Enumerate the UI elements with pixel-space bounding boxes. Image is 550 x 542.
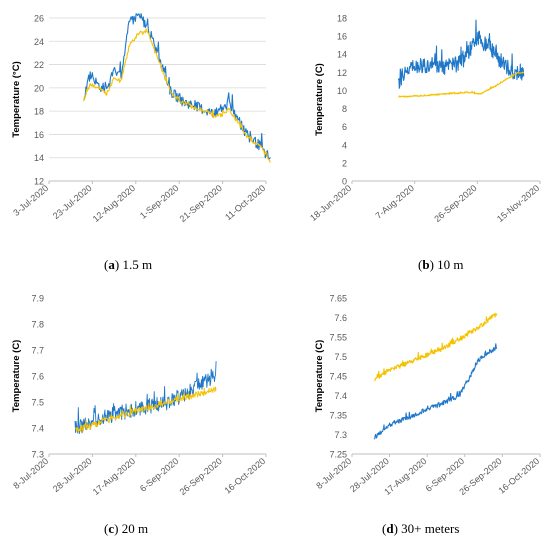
y-tick-label: 7.6 — [334, 313, 347, 323]
series-line-yellow — [374, 312, 498, 382]
y-tick-label: 14 — [34, 153, 44, 163]
y-tick-label: 20 — [34, 83, 44, 93]
x-tick-label: 6-Sep-2020 — [138, 456, 180, 494]
series-line-yellow — [398, 71, 525, 98]
caption-c: (c) 20 m — [104, 521, 149, 536]
series-line-blue — [374, 343, 498, 440]
y-tick-label: 7.9 — [31, 294, 44, 304]
y-tick-label: 18 — [34, 107, 44, 117]
y-tick-label: 7.4 — [334, 391, 347, 401]
y-tick-label: 22 — [34, 60, 44, 70]
x-tick-label: 8-Jul-2020 — [11, 456, 50, 491]
y-tick-label: 0 — [342, 177, 347, 187]
y-tick-label: 24 — [34, 37, 44, 47]
y-tick-label: 16 — [337, 32, 347, 42]
y-tick-label: 6 — [342, 122, 347, 132]
y-tick-label: 12 — [34, 177, 44, 187]
x-tick-label: 16-Oct-2020 — [223, 456, 268, 496]
y-tick-label: 7.4 — [31, 424, 44, 434]
series-line-blue — [83, 13, 271, 160]
y-tick-label: 12 — [337, 68, 347, 78]
x-tick-label: 26-Sep-2020 — [178, 456, 224, 497]
y-tick-label: 7.5 — [334, 352, 347, 362]
y-tick-label: 7.8 — [31, 320, 44, 330]
series-line-yellow — [83, 28, 271, 163]
y-tick-label: 7.45 — [329, 372, 347, 382]
y-tick-label: 26 — [34, 14, 44, 24]
y-tick-label: 7.55 — [329, 333, 347, 343]
y-tick-label: 7.35 — [329, 411, 347, 421]
x-tick-label: 16-Oct-2020 — [497, 456, 542, 496]
y-tick-label: 10 — [337, 86, 347, 96]
y-tick-label: 16 — [34, 130, 44, 140]
y-tick-label: 7.5 — [31, 398, 44, 408]
y-tick-label: 7.7 — [31, 346, 44, 356]
caption-a: (a) 1.5 m — [104, 257, 153, 272]
x-tick-label: 28-Jul-2020 — [51, 456, 94, 494]
x-tick-label: 15-Nov-2020 — [495, 183, 541, 224]
x-tick-label: 17-Aug-2020 — [91, 456, 137, 497]
y-tick-label: 7.25 — [329, 450, 347, 460]
y-tick-label: 4 — [342, 140, 347, 150]
x-tick-label: 21-Sep-2020 — [178, 183, 224, 224]
y-axis-title: Temperature (°C) — [11, 61, 22, 137]
x-tick-label: 26-Sep-2020 — [432, 183, 478, 224]
y-tick-label: 14 — [337, 50, 347, 60]
y-tick-label: 7.3 — [31, 450, 44, 460]
x-tick-label: 3-Jul-2020 — [11, 183, 50, 218]
x-tick-label: 11-Oct-2020 — [223, 183, 267, 222]
caption-d: (d) 30+ meters — [382, 521, 460, 536]
series-line-yellow — [74, 386, 217, 433]
x-tick-label: 18-Jun-2020 — [308, 183, 353, 223]
series-line-blue — [397, 19, 525, 89]
caption-b: (b) 10 m — [418, 257, 464, 272]
y-axis-title: Temperature (C) — [314, 63, 325, 136]
y-tick-label: 7.3 — [334, 430, 347, 440]
x-tick-label: 8-Jul-2020 — [314, 456, 353, 491]
y-tick-label: 7.6 — [31, 372, 44, 382]
y-tick-label: 2 — [342, 158, 347, 168]
y-tick-label: 7.65 — [329, 294, 347, 304]
y-tick-label: 18 — [337, 14, 347, 24]
x-tick-label: 12-Aug-2020 — [91, 183, 137, 224]
x-tick-label: 23-Jul-2020 — [51, 183, 94, 221]
x-tick-label: 7-Aug-2020 — [373, 183, 415, 221]
y-tick-label: 8 — [342, 104, 347, 114]
x-tick-label: 1-Sep-2020 — [138, 183, 180, 221]
y-axis-title: Temperature (C) — [314, 340, 325, 413]
y-axis-title: Temperature (C) — [11, 340, 22, 413]
